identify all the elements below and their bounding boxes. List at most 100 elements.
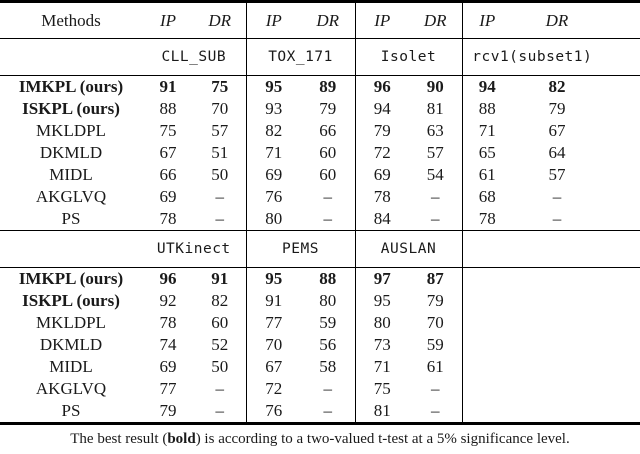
dr-value: 66 [319,121,337,140]
ip-value: 78 [461,208,512,231]
dr-value: 59 [426,335,444,354]
dr-column-header: DR [409,0,462,39]
dr-value: 91 [211,269,229,288]
dr-value: 88 [319,269,337,288]
dr-value: 56 [319,335,337,354]
dr-value: 57 [211,121,229,140]
ip-value: 91 [245,290,301,312]
spacer-cell [602,142,640,164]
ip-value: 96 [159,269,177,288]
ip-value: 80 [245,208,301,231]
table-body: Methods IP DR IP DR IP DR IP DR CLL_SUB TOX_171 Iso… [0,0,640,425]
dr-value: – [301,400,355,425]
table-row: PS 78–80–84–78– [0,208,640,231]
dr-value: – [215,379,225,398]
dr-value: 58 [319,357,337,376]
dataset-header-row: CLL_SUB TOX_171 Isolet rcv1(subset1) [0,38,640,76]
ip-value: 95 [245,75,301,98]
dr-value [512,356,602,378]
table-row: ISKPL (ours) 88 70 93 79 94 81 88 79 [0,98,640,120]
ip-value: 91 [159,77,177,96]
dr-value: 90 [426,77,444,96]
dr-value: 75 [211,77,229,96]
ip-value: 71 [461,120,512,142]
dr-value [512,334,602,356]
table-footnote: The best result (bold) is according to a… [0,431,640,448]
ip-value: 88 [159,99,177,118]
method-name: MIDL [49,357,93,376]
dataset-row-methods-blank [0,38,142,76]
dr-value: – [431,379,440,398]
table-row: MIDL 69 50 67 58 71 61 [0,356,640,378]
table-row: IMKPL (ours) 96 91 95 88 97 87 [0,267,640,290]
dr-value: 54 [426,165,444,184]
ip-value: 73 [354,334,409,356]
ip-value: 67 [245,356,301,378]
spacer-cell [602,312,640,334]
spacer-cell [602,356,640,378]
ip-value: 77 [245,312,301,334]
ip-value: 71 [245,142,301,164]
dr-value: 81 [426,99,444,118]
method-name: IMKPL (ours) [18,269,124,288]
table-row: AKGLVQ 69 – 76 – 78 – 68 – [0,186,640,208]
methods-column-header: Methods [0,0,142,39]
ip-value: 75 [354,378,409,400]
ip-value: 95 [245,267,301,290]
ip-value: 69 [159,357,177,376]
spacer-cell [602,164,640,186]
method-name: AKGLVQ [35,379,107,398]
ip-value: 78 [354,186,409,208]
ip-value: 95 [354,290,409,312]
dr-value: – [215,187,225,206]
spacer-cell [602,38,640,76]
ip-value: 69 [159,187,177,206]
table-row: ISKPL (ours) 92 82 91 80 95 79 [0,290,640,312]
method-name: MKLDPL [36,121,106,140]
table-row: MKLDPL 78 60 77 59 80 70 [0,312,640,334]
ip-value: 76 [245,186,301,208]
spacer-cell [602,120,640,142]
dr-value: 70 [426,313,444,332]
table-row: PS 79–76–81– [0,400,640,425]
ip-value [461,334,512,356]
ip-value: 93 [245,98,301,120]
ip-value: 72 [245,378,301,400]
footnote-bold-word: bold [167,431,196,447]
ip-value: 84 [354,208,409,231]
dr-value: – [431,187,440,206]
spacer-cell [602,186,640,208]
dataset-name: CLL_SUB [142,38,246,76]
ip-value: 71 [354,356,409,378]
dr-column-header: DR [301,0,355,39]
dr-value: – [301,208,355,231]
ip-value: 69 [245,164,301,186]
ip-value [461,290,512,312]
ip-value: 80 [354,312,409,334]
method-name: MKLDPL [36,313,106,332]
dr-value: 50 [211,357,229,376]
method-name: ISKPL (ours) [22,291,120,310]
ip-value: 94 [354,98,409,120]
dataset-name: PEMS [245,230,355,268]
dr-value: 79 [319,99,337,118]
dataset-name: AUSLAN [354,230,462,268]
dr-value: 60 [211,313,229,332]
dr-value: – [194,208,246,231]
dataset-name: UTKinect [142,230,246,268]
ip-column-header: IP [142,0,194,39]
ip-value: 69 [354,164,409,186]
ip-value [461,400,512,425]
method-name: MIDL [49,165,93,184]
ip-value: 72 [354,142,409,164]
spacer-cell [602,334,640,356]
ip-value [461,312,512,334]
dr-value: 60 [319,143,337,162]
dr-value: 50 [211,165,229,184]
method-name: ISKPL (ours) [22,99,120,118]
ip-value: 81 [354,400,409,425]
spacer-cell [602,290,640,312]
spacer-cell [602,378,640,400]
ip-value: 94 [461,75,512,98]
table-row: MKLDPL 75 57 82 66 79 63 71 67 [0,120,640,142]
